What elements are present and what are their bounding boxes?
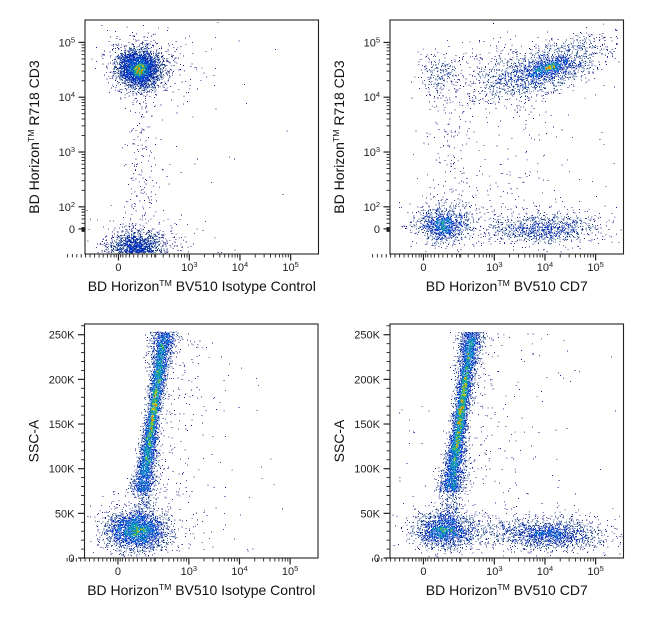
svg-text:0: 0 (374, 553, 380, 565)
svg-text:100K: 100K (354, 464, 380, 476)
svg-text:250K: 250K (49, 330, 75, 342)
svg-text:250K: 250K (354, 330, 380, 342)
svg-text:0: 0 (420, 262, 426, 274)
svg-text:BD HorizonTM BV510 Isotype Con: BD HorizonTM BV510 Isotype Control (88, 278, 316, 294)
svg-text:BD HorizonTM BV510 Isotype Con: BD HorizonTM BV510 Isotype Control (87, 582, 315, 598)
svg-text:100K: 100K (49, 464, 75, 476)
svg-text:50K: 50K (360, 508, 380, 520)
svg-text:0: 0 (68, 553, 74, 565)
svg-text:0: 0 (69, 224, 75, 236)
svg-text:0: 0 (374, 224, 380, 236)
svg-text:50K: 50K (55, 508, 75, 520)
svg-text:150K: 150K (49, 419, 75, 431)
svg-text:200K: 200K (354, 374, 380, 386)
svg-text:150K: 150K (354, 419, 380, 431)
svg-text:SSC-A: SSC-A (26, 419, 42, 462)
svg-text:SSC-A: SSC-A (331, 419, 347, 462)
svg-text:200K: 200K (49, 374, 75, 386)
svg-text:0: 0 (115, 566, 121, 578)
svg-text:0: 0 (420, 566, 426, 578)
svg-text:0: 0 (115, 262, 121, 274)
